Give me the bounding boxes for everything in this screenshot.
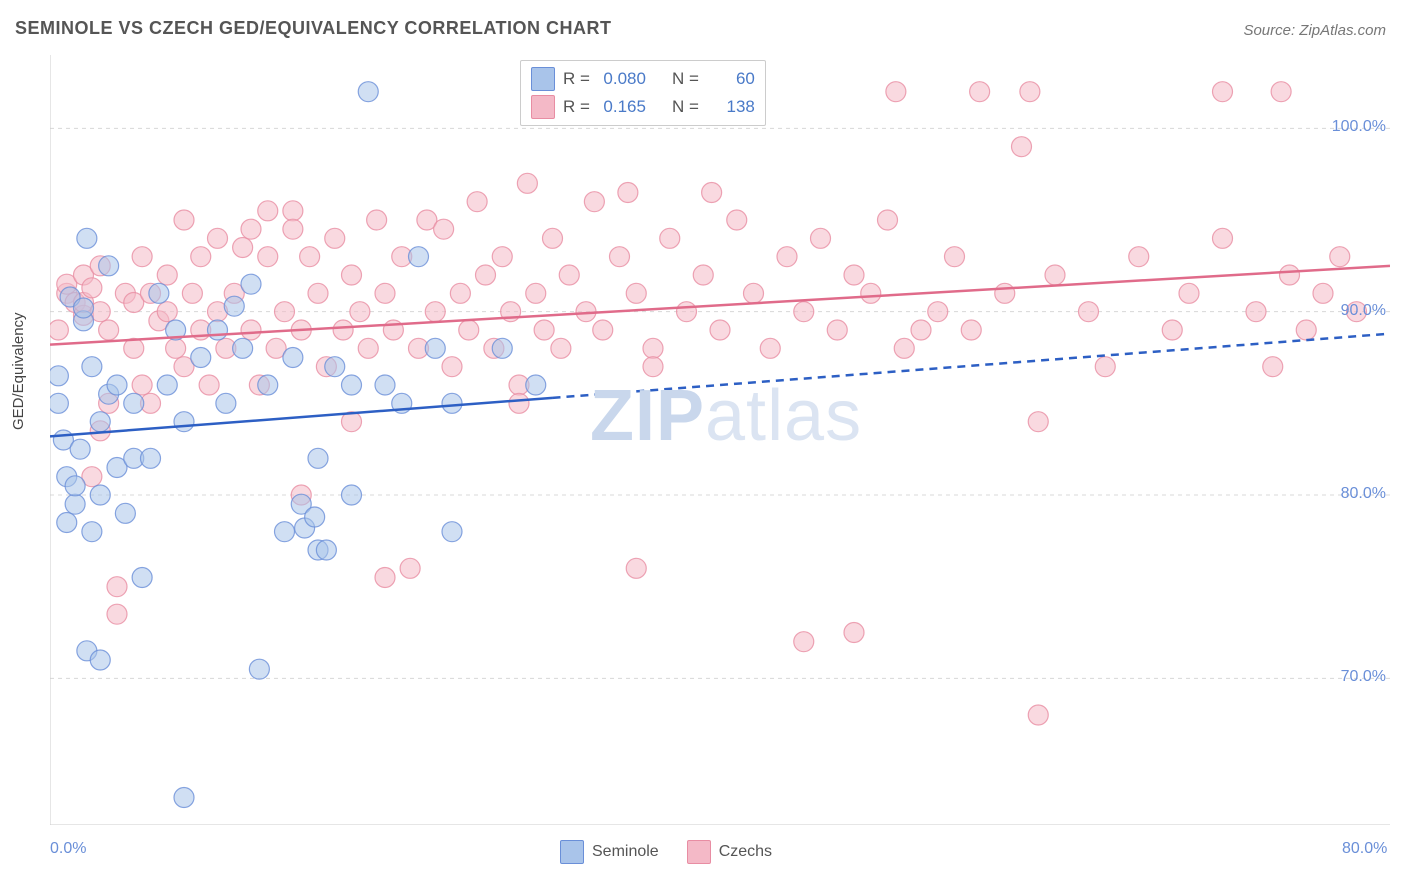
legend-row: R = 0.165 N = 138 — [531, 93, 755, 121]
y-tick-label: 100.0% — [1332, 118, 1386, 136]
series-legend-item: Czechs — [687, 840, 772, 864]
legend-r-value: 0.080 — [598, 69, 646, 89]
scatter-plot-svg — [50, 55, 1390, 825]
series-legend-label: Czechs — [719, 843, 772, 861]
correlation-legend: R = 0.080 N = 60 R = 0.165 N = 138 — [520, 60, 766, 126]
chart-container: SEMINOLE VS CZECH GED/EQUIVALENCY CORREL… — [0, 0, 1406, 892]
series-legend-item: Seminole — [560, 840, 659, 864]
legend-n-label: N = — [672, 69, 699, 89]
legend-n-value: 60 — [707, 69, 755, 89]
source-label: Source: ZipAtlas.com — [1243, 22, 1386, 39]
legend-swatch — [560, 840, 584, 864]
y-tick-label: 90.0% — [1341, 302, 1386, 320]
series-legend-label: Seminole — [592, 843, 659, 861]
legend-swatch — [531, 95, 555, 119]
series-legend: Seminole Czechs — [560, 840, 772, 864]
legend-swatch — [687, 840, 711, 864]
y-tick-label: 70.0% — [1341, 668, 1386, 686]
y-axis-label: GED/Equivalency — [10, 312, 27, 430]
legend-row: R = 0.080 N = 60 — [531, 65, 755, 93]
y-tick-label: 80.0% — [1341, 485, 1386, 503]
legend-r-label: R = — [563, 97, 590, 117]
chart-title: SEMINOLE VS CZECH GED/EQUIVALENCY CORREL… — [15, 18, 612, 39]
x-tick-label: 80.0% — [1342, 840, 1387, 858]
legend-n-value: 138 — [707, 97, 755, 117]
x-tick-label: 0.0% — [50, 840, 86, 858]
legend-r-label: R = — [563, 69, 590, 89]
legend-r-value: 0.165 — [598, 97, 646, 117]
legend-swatch — [531, 67, 555, 91]
legend-n-label: N = — [672, 97, 699, 117]
plot-area: ZIPatlas R =0.080N =60R =0.165N =138 — [50, 55, 1390, 825]
